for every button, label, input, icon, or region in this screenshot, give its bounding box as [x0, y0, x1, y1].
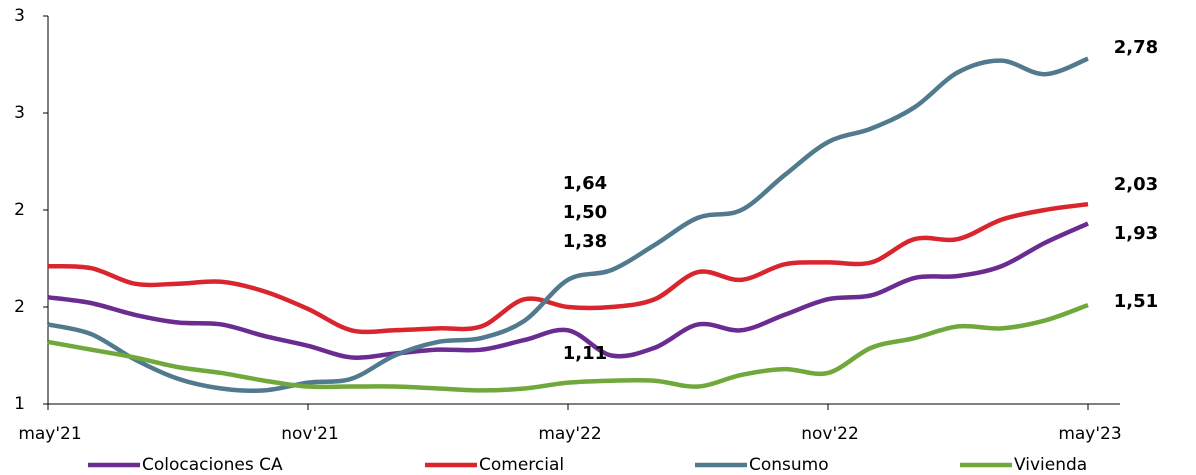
series-line	[47, 56, 1089, 394]
y-tick-label: 3	[14, 103, 25, 123]
value-label: 1,38	[563, 231, 607, 252]
value-label: 1,93	[1114, 223, 1158, 244]
y-tick-label: 2	[14, 200, 25, 220]
y-tick-label: 2	[14, 297, 25, 317]
value-label: 1,11	[563, 343, 607, 364]
value-label: 2,78	[1114, 37, 1158, 58]
value-label: 1,50	[563, 202, 607, 223]
legend-label: Colocaciones CA	[142, 455, 283, 475]
x-tick-label: may'22	[538, 424, 601, 444]
value-label: 1,51	[1114, 291, 1158, 312]
y-tick-label: 1	[14, 394, 25, 414]
value-label: 1,64	[563, 173, 607, 194]
legend-label: Vivienda	[1014, 455, 1087, 475]
x-tick-label: may'23	[1058, 424, 1121, 444]
y-tick-label: 3	[14, 6, 25, 26]
series-line	[47, 201, 1089, 335]
series-line	[47, 302, 1089, 393]
x-tick-label: may'21	[18, 424, 81, 444]
legend-label: Comercial	[479, 455, 564, 475]
series-line	[47, 221, 1089, 360]
x-tick-label: nov'22	[801, 424, 859, 444]
value-label: 2,03	[1114, 174, 1158, 195]
legend-label: Consumo	[749, 455, 829, 475]
x-tick-label: nov'21	[281, 424, 339, 444]
